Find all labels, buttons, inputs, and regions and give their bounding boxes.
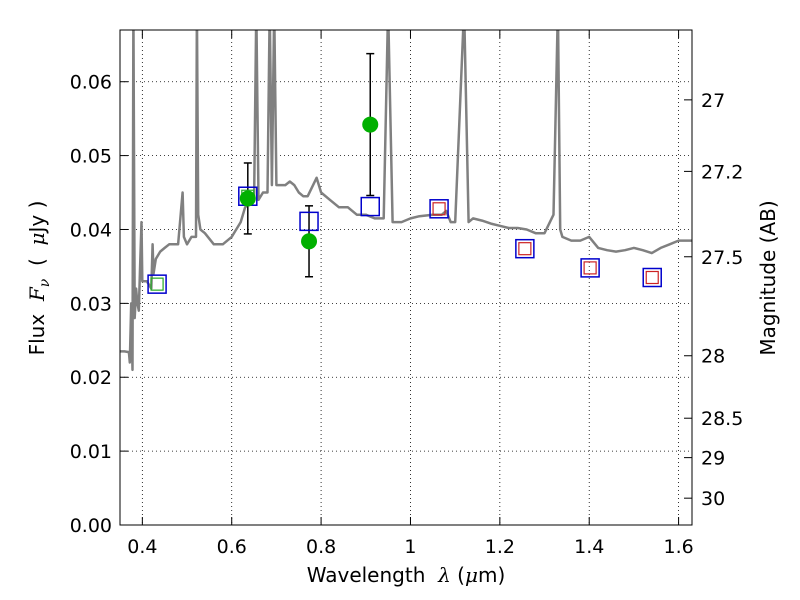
y2-tick-label: 28 [701,346,725,368]
y2-tick-label: 27 [701,90,725,112]
y-tick-label: 0.03 [70,293,112,315]
y-tick-labels: 0.00 0.01 0.02 0.03 0.04 0.05 0.06 [70,72,112,537]
model-point [147,274,167,294]
x-tick-label: 0.8 [306,536,336,558]
y-tick-label: 0.01 [70,441,112,463]
model-point [299,211,319,232]
observed-point [301,233,318,250]
model-point [360,196,380,217]
x-tick-label: 1 [404,536,416,558]
template-spectrum [120,30,692,372]
y2-tick-label: 29 [701,448,725,470]
x-tick-label: 1.6 [663,536,693,558]
x-tick-label: 1.2 [485,536,515,558]
y2-tick-label: 28.5 [701,408,743,430]
model-point [580,258,600,278]
plot-frame [119,29,693,526]
x-tick-label: 1.4 [574,536,604,558]
y2-axis-label: Magnitude (AB) [756,200,780,355]
model-point-inner [518,242,532,256]
template-spectrum-line [120,30,692,372]
y2-tick-labels: 27 27.2 27.5 28 28.5 29 30 [701,90,743,510]
grid-lines [120,30,692,526]
y2-tick-label: 30 [701,488,725,510]
model-point [515,238,535,259]
x-tick-labels: 0.4 0.6 0.8 1 1.2 1.4 1.6 [127,536,693,558]
observed-photometry-markers [239,116,379,250]
model-point [642,267,662,288]
y-tick-label: 0.04 [70,219,112,241]
x-tick-label: 0.4 [127,536,157,558]
model-point-inner [432,202,446,216]
y-tick-label: 0.05 [70,146,112,168]
model-point-inner [645,270,659,285]
model-point [429,199,449,219]
model-point-inner [150,277,164,291]
x-axis-label: Wavelength λ (μm) [307,563,506,587]
y2-tick-label: 27.5 [701,247,743,269]
model-point-inner [583,261,597,275]
x-tick-label: 0.6 [217,536,247,558]
observed-point [362,116,379,133]
observed-point [239,190,256,207]
y-tick-label: 0.06 [70,72,112,94]
y-tick-label: 0.02 [70,367,112,389]
y-axis-label: Flux Fν ( μJy ) [25,201,53,356]
axis-ticks [120,30,692,526]
y2-tick-label: 27.2 [701,161,743,183]
y-tick-label: 0.00 [70,515,112,537]
